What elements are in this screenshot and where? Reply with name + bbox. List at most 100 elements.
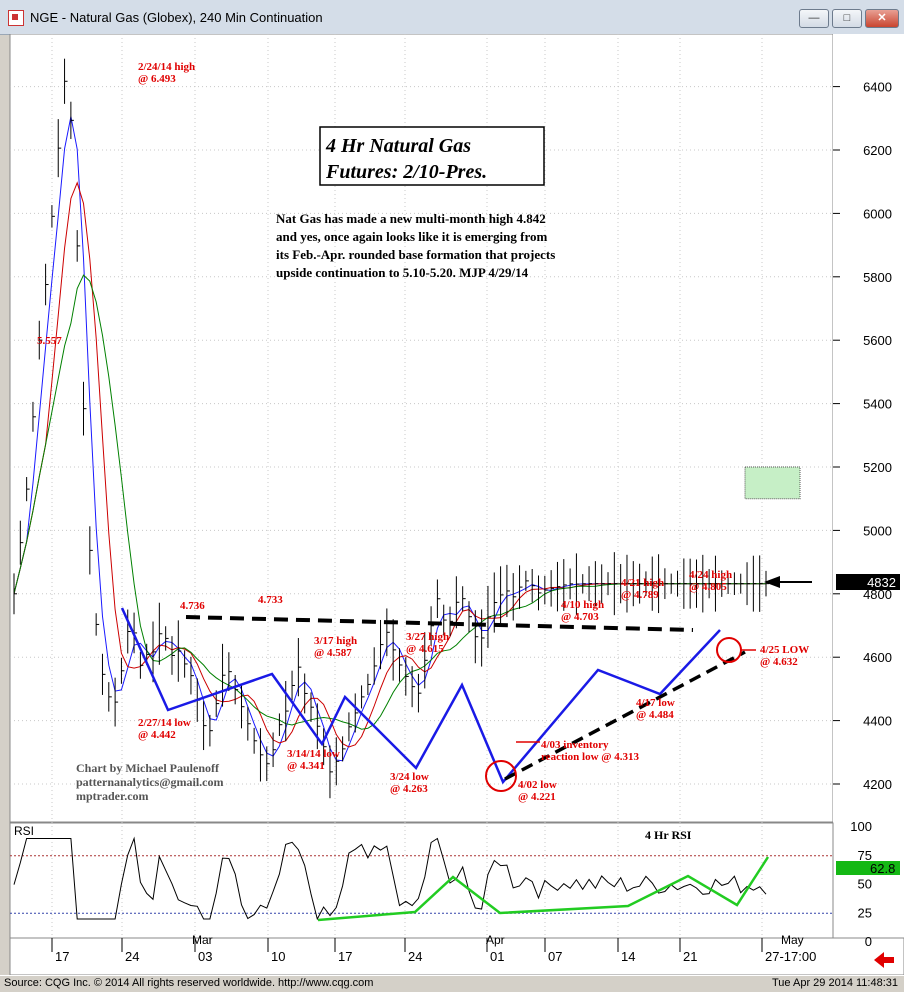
- annotation-label: 5.557: [37, 335, 62, 347]
- annotation-label: 3/17 high: [314, 635, 357, 647]
- rsi-tick-label: 0: [865, 934, 872, 949]
- rsi-series-line: [13, 836, 767, 921]
- x-month-label: Mar: [192, 933, 213, 947]
- annotation-label: reaction low @ 4.313: [541, 751, 640, 763]
- x-tick-label: 17: [338, 949, 352, 964]
- y-axis-ticks: 4200 4400 4600 4800 5000 5200 5400 5600 5800 6000…: [833, 80, 892, 792]
- base-trendline: [120, 607, 721, 785]
- rising-support-dashed: [504, 650, 746, 781]
- commentary-line: and yes, once again looks like it is eme…: [276, 229, 547, 244]
- commentary-line: Nat Gas has made a new multi-month high …: [276, 211, 546, 226]
- rsi-trendline: [317, 856, 770, 922]
- y-tick-label: 4800: [863, 587, 892, 602]
- x-tick-label: 07: [548, 949, 562, 964]
- rsi-value-marker: [836, 861, 900, 875]
- x-tick-label: 03: [198, 949, 212, 964]
- annotation-label: 4/10 high: [561, 599, 604, 611]
- y-tick-label: 5400: [863, 397, 892, 412]
- y-tick-label: 6200: [863, 143, 892, 158]
- x-tick-label: 01: [490, 949, 504, 964]
- rsi-tick-label: 75: [858, 848, 872, 863]
- credit-line: Chart by Michael Paulenoff: [76, 761, 220, 775]
- price-chart[interactable]: 4200 4400 4600 4800 5000 5200 5400 5600 5800 6000…: [0, 34, 904, 975]
- annotation-label: 2/27/14 low: [138, 717, 191, 729]
- x-tick-label: 17: [55, 949, 69, 964]
- annotation-label: @ 4.221: [518, 791, 556, 803]
- y-tick-label: 5000: [863, 523, 892, 538]
- title-line-1: 4 Hr Natural Gas: [325, 135, 471, 157]
- price-bars: [13, 58, 769, 799]
- annotation-label: @ 4.587: [314, 647, 352, 659]
- apr02-low-circle: [485, 760, 517, 792]
- title-line-2: Futures: 2/10-Pres.: [325, 161, 487, 183]
- y-tick-label: 4400: [863, 714, 892, 729]
- neckline-dashed: [185, 615, 694, 632]
- y-tick-label: 5800: [863, 270, 892, 285]
- last-price-arrow-head: [764, 576, 780, 588]
- status-bar: Source: CQG Inc. © 2014 All rights reser…: [0, 975, 904, 992]
- annotation-label: @ 4.703: [561, 611, 599, 623]
- annotation-label: 4.733: [258, 594, 283, 606]
- credit: Chart by Michael Paulenoff patternanalyt…: [76, 761, 223, 803]
- rsi-label: RSI: [14, 824, 34, 838]
- status-source: Source: CQG Inc. © 2014 All rights reser…: [4, 977, 374, 989]
- annotation-label: @ 4.484: [636, 709, 674, 721]
- annotation-label: 4/25 LOW: [760, 644, 809, 656]
- x-tick-label: 27-17:00: [765, 949, 816, 964]
- commentary-line: its Feb.-Apr. rounded base formation tha…: [276, 247, 555, 262]
- status-timestamp: Tue Apr 29 2014 11:48:31: [772, 977, 898, 989]
- annotation-label: 3/24 low: [390, 771, 429, 783]
- annotation-label: 4/21 high: [621, 577, 664, 589]
- rsi-line: [10, 836, 833, 921]
- minimize-button[interactable]: —: [799, 9, 829, 28]
- annotation-label: 4/02 low: [518, 779, 557, 791]
- close-button[interactable]: ✕: [865, 9, 899, 28]
- annotation-label: 3/27 high: [406, 631, 449, 643]
- rsi-tick-label: 50: [858, 877, 872, 892]
- maximize-button[interactable]: □: [832, 9, 862, 28]
- credit-line: mptrader.com: [76, 789, 149, 803]
- annotation-label: 4/24 high: [689, 569, 732, 581]
- annotations: 2/24/14 high @ 6.493 5.557 4.736 4.733 2…: [37, 61, 809, 803]
- x-axis-ticks: 17 24 03 10 17 24 01 07 14 21 27-17:00 Mar Apr May: [51, 933, 816, 964]
- rsi-title: 4 Hr RSI: [645, 828, 692, 842]
- annotation-label: @ 4.263: [390, 783, 428, 795]
- y-tick-label: 4600: [863, 650, 892, 665]
- y-axis-panel: [833, 34, 904, 975]
- annotation-label: @ 4.442: [138, 729, 176, 741]
- y-tick-label: 5600: [863, 333, 892, 348]
- annotation-label: @ 4.805: [689, 581, 727, 593]
- x-month-label: Apr: [486, 933, 505, 947]
- last-price-marker: [836, 574, 900, 590]
- commentary-line: upside continuation to 5.10-5.20. MJP 4/…: [276, 265, 529, 280]
- rsi-tick-label: 25: [858, 905, 872, 920]
- commentary: Nat Gas has made a new multi-month high …: [276, 211, 555, 280]
- app-icon: [8, 10, 24, 26]
- annotation-label: 2/24/14 high: [138, 61, 195, 73]
- annotation-label: @ 4.341: [287, 760, 325, 772]
- x-tick-label: 14: [621, 949, 635, 964]
- y-tick-label: 6000: [863, 206, 892, 221]
- annotation-label: 4.736: [180, 600, 205, 612]
- annotation-label: @ 4.615: [406, 643, 444, 655]
- annotation-label: @ 4.632: [760, 656, 798, 668]
- y-tick-label: 6400: [863, 80, 892, 95]
- arrow-left-icon[interactable]: [874, 952, 894, 968]
- x-tick-label: 24: [408, 949, 422, 964]
- title-bar[interactable]: NGE - Natural Gas (Globex), 240 Min Cont…: [0, 0, 904, 35]
- credit-line: patternanalytics@gmail.com: [76, 775, 223, 789]
- annotation-label: 4/03 inventory: [541, 739, 609, 751]
- x-month-label: May: [781, 933, 804, 947]
- x-tick-label: 10: [271, 949, 285, 964]
- last-price-label: 4832: [867, 575, 896, 590]
- window-title: NGE - Natural Gas (Globex), 240 Min Cont…: [30, 10, 323, 25]
- rsi-tick-label: 100: [850, 819, 872, 834]
- rsi-value-label: 62.8: [870, 861, 895, 876]
- target-zone: [744, 466, 801, 500]
- annotation-label: 4/17 low: [636, 697, 675, 709]
- x-tick-label: 21: [683, 949, 697, 964]
- annotation-label: 3/14/14 low: [287, 748, 340, 760]
- y-tick-label: 4200: [863, 777, 892, 792]
- x-axis-panel: [9, 937, 904, 975]
